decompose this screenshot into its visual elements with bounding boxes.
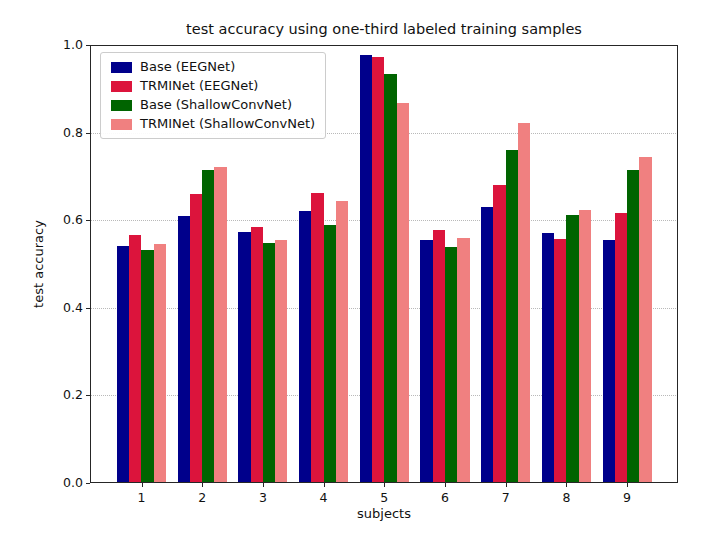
chart-title: test accuracy using one-third labeled tr… xyxy=(90,21,678,37)
legend-swatch-icon xyxy=(111,119,132,130)
x-tick-label: 7 xyxy=(493,490,519,505)
bar-group-subject-7 xyxy=(481,45,530,483)
bar xyxy=(420,240,432,483)
bar xyxy=(445,247,457,483)
bar-group-subject-9 xyxy=(603,45,652,483)
x-tick-mark xyxy=(263,483,264,487)
bar xyxy=(506,150,518,483)
bar xyxy=(202,170,214,483)
legend-label: Base (ShallowConvNet) xyxy=(140,98,292,112)
legend-label: TRMINet (ShallowConvNet) xyxy=(140,117,315,131)
bar xyxy=(311,193,323,483)
bar xyxy=(493,185,505,483)
x-tick-mark xyxy=(142,483,143,487)
bar xyxy=(251,227,263,483)
y-tick-label: 0.2 xyxy=(40,387,83,402)
x-tick-label: 9 xyxy=(614,490,640,505)
y-tick-label: 0.0 xyxy=(40,475,83,490)
bar xyxy=(457,238,469,483)
bar-group-subject-5 xyxy=(360,45,409,483)
x-tick-mark xyxy=(202,483,203,487)
legend-label: Base (EEGNet) xyxy=(140,60,235,74)
bar xyxy=(603,240,615,483)
bar xyxy=(299,211,311,483)
y-tick-label: 0.4 xyxy=(40,300,83,315)
bar xyxy=(117,246,129,483)
y-tick-mark xyxy=(86,45,90,46)
bar xyxy=(433,230,445,483)
bar xyxy=(518,123,530,483)
bar xyxy=(263,243,275,483)
legend-swatch-icon xyxy=(111,100,132,111)
legend-row: TRMINet (EEGNet) xyxy=(111,79,315,93)
bar xyxy=(178,216,190,483)
bar xyxy=(336,201,348,484)
legend-swatch-icon xyxy=(111,81,132,92)
bar xyxy=(154,244,166,483)
plot-area: Base (EEGNet) TRMINet (EEGNet) Base (Shall… xyxy=(90,45,678,483)
x-tick-mark xyxy=(506,483,507,487)
bar xyxy=(542,233,554,483)
y-tick-mark xyxy=(86,133,90,134)
bar xyxy=(384,74,396,483)
bar xyxy=(372,57,384,483)
x-tick-mark xyxy=(627,483,628,487)
legend-row: Base (EEGNet) xyxy=(111,60,315,74)
legend-row: Base (ShallowConvNet) xyxy=(111,98,315,112)
figure: test accuracy using one-third labeled tr… xyxy=(0,0,723,533)
y-axis-label: test accuracy xyxy=(31,220,46,308)
bar xyxy=(190,194,202,483)
x-tick-label: 8 xyxy=(553,490,579,505)
legend-label: TRMINet (EEGNet) xyxy=(140,79,258,93)
bar xyxy=(360,55,372,483)
y-tick-label: 1.0 xyxy=(40,37,83,52)
bar xyxy=(639,157,651,483)
x-tick-mark xyxy=(324,483,325,487)
x-axis-label: subjects xyxy=(90,506,678,521)
bar xyxy=(141,250,153,483)
bar xyxy=(397,103,409,483)
x-tick-label: 4 xyxy=(311,490,337,505)
x-tick-label: 1 xyxy=(129,490,155,505)
bar xyxy=(579,210,591,483)
legend-row: TRMINet (ShallowConvNet) xyxy=(111,117,315,131)
bar xyxy=(238,232,250,483)
x-tick-label: 2 xyxy=(189,490,215,505)
legend-swatch-icon xyxy=(111,62,132,73)
bar xyxy=(129,235,141,483)
x-tick-mark xyxy=(384,483,385,487)
y-tick-label: 0.8 xyxy=(40,125,83,140)
bar xyxy=(554,239,566,483)
bar xyxy=(566,215,578,483)
x-tick-mark xyxy=(445,483,446,487)
x-tick-label: 5 xyxy=(371,490,397,505)
y-tick-mark xyxy=(86,308,90,309)
x-tick-label: 6 xyxy=(432,490,458,505)
bar xyxy=(615,213,627,483)
y-tick-mark xyxy=(86,395,90,396)
y-tick-label: 0.6 xyxy=(40,212,83,227)
bar xyxy=(481,207,493,483)
y-tick-mark xyxy=(86,220,90,221)
legend: Base (EEGNet) TRMINet (EEGNet) Base (Shall… xyxy=(100,52,326,139)
bar xyxy=(324,225,336,483)
x-tick-mark xyxy=(566,483,567,487)
bar xyxy=(214,167,226,483)
bar xyxy=(275,240,287,483)
bar-group-subject-8 xyxy=(542,45,591,483)
bar xyxy=(627,170,639,483)
bar-group-subject-6 xyxy=(420,45,469,483)
y-tick-mark xyxy=(86,483,90,484)
x-tick-label: 3 xyxy=(250,490,276,505)
